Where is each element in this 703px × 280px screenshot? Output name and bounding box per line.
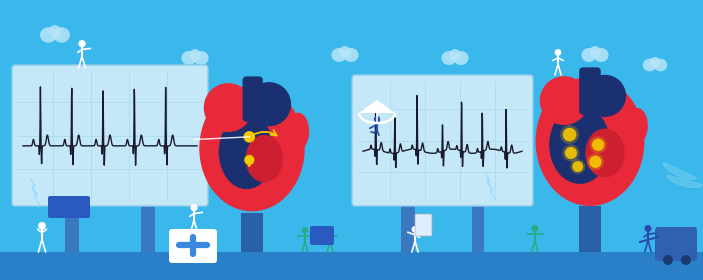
FancyBboxPatch shape (243, 76, 263, 122)
Ellipse shape (219, 115, 274, 189)
Ellipse shape (643, 59, 657, 71)
Ellipse shape (449, 49, 460, 61)
Polygon shape (359, 100, 395, 113)
FancyBboxPatch shape (12, 65, 208, 206)
Ellipse shape (189, 49, 200, 61)
Bar (401, 203, 415, 252)
Circle shape (590, 136, 607, 153)
Circle shape (592, 139, 605, 151)
Circle shape (645, 225, 652, 232)
Circle shape (572, 161, 583, 172)
Ellipse shape (340, 46, 351, 58)
Ellipse shape (654, 59, 667, 71)
Circle shape (681, 255, 691, 265)
Circle shape (327, 227, 333, 234)
Ellipse shape (288, 113, 309, 150)
Ellipse shape (245, 135, 283, 182)
Ellipse shape (585, 129, 625, 178)
Circle shape (562, 144, 579, 162)
Circle shape (412, 226, 418, 233)
Ellipse shape (181, 51, 197, 65)
Circle shape (78, 40, 86, 47)
Ellipse shape (40, 27, 57, 43)
Bar (65, 203, 79, 252)
Polygon shape (664, 162, 696, 179)
Ellipse shape (650, 57, 660, 68)
Ellipse shape (343, 48, 359, 62)
Ellipse shape (204, 83, 252, 132)
Circle shape (563, 128, 576, 141)
Circle shape (589, 156, 602, 168)
Ellipse shape (453, 51, 469, 65)
Circle shape (243, 131, 255, 143)
Circle shape (191, 204, 198, 211)
Circle shape (244, 155, 254, 165)
Circle shape (302, 227, 308, 234)
Bar (241, 213, 263, 252)
Ellipse shape (199, 85, 304, 211)
Circle shape (565, 147, 577, 159)
Circle shape (587, 153, 604, 170)
Ellipse shape (53, 27, 70, 43)
FancyBboxPatch shape (169, 229, 217, 263)
Bar (141, 203, 155, 252)
FancyBboxPatch shape (655, 227, 697, 261)
Ellipse shape (589, 46, 600, 58)
FancyBboxPatch shape (310, 226, 334, 245)
Ellipse shape (581, 48, 597, 62)
Ellipse shape (49, 25, 61, 38)
Ellipse shape (627, 108, 647, 143)
Circle shape (531, 225, 538, 232)
FancyBboxPatch shape (48, 196, 90, 218)
Circle shape (560, 125, 579, 144)
Circle shape (374, 116, 380, 122)
FancyBboxPatch shape (579, 67, 601, 115)
Ellipse shape (593, 48, 609, 62)
Bar (472, 203, 484, 252)
Circle shape (38, 222, 46, 230)
Ellipse shape (441, 51, 457, 65)
Bar (0, 265, 703, 280)
Circle shape (555, 49, 562, 56)
Ellipse shape (536, 77, 645, 206)
Ellipse shape (247, 82, 291, 126)
FancyBboxPatch shape (415, 214, 432, 236)
Polygon shape (668, 175, 702, 187)
Bar (579, 206, 601, 252)
Circle shape (570, 159, 586, 174)
Circle shape (663, 255, 673, 265)
Ellipse shape (549, 106, 610, 184)
Bar (0, 252, 703, 280)
FancyBboxPatch shape (352, 75, 533, 206)
Ellipse shape (584, 75, 626, 117)
Ellipse shape (193, 51, 209, 65)
Ellipse shape (331, 48, 347, 62)
Ellipse shape (540, 76, 588, 125)
